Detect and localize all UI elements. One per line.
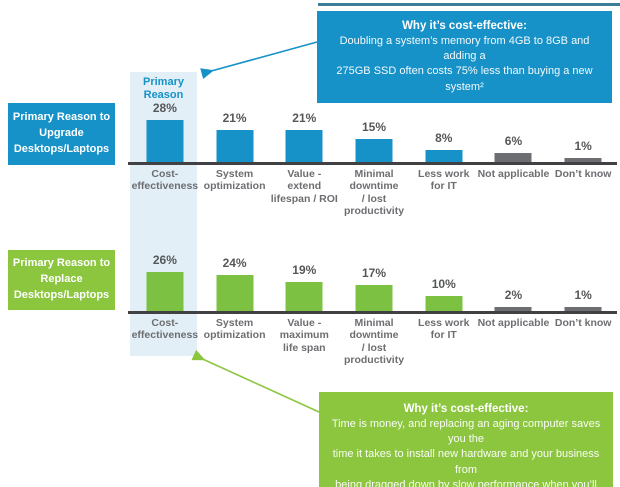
chart-column: 15%: [339, 72, 409, 162]
category-label: Don’t know: [554, 317, 612, 329]
top-divider-rule: [318, 3, 620, 6]
chart-column: 19%: [269, 221, 339, 311]
side-label-replace: Primary Reason to Replace Desktops/Lapto…: [8, 250, 115, 310]
bar: [425, 150, 463, 162]
bar: [494, 153, 532, 162]
bar-value-label: 24%: [222, 256, 247, 270]
chart-column: 24%: [200, 221, 270, 311]
category-label: System optimization: [203, 317, 266, 342]
primary-reason-annotation: Primary Reason: [143, 76, 184, 102]
bar-value-label: 17%: [362, 266, 387, 280]
upgrade-chart-bars: 28% 21% 21% 15% 8% 6% 1%: [130, 72, 618, 162]
bar: [355, 285, 393, 311]
upgrade-chart-axis-line: [128, 162, 617, 165]
chart-column: Value - extend lifespan / ROI: [269, 168, 339, 222]
category-label: Cost- effectiveness: [131, 168, 199, 193]
bar-value-label: 10%: [431, 277, 456, 291]
bar-value-label: 1%: [574, 288, 592, 302]
chart-column: System optimization: [200, 317, 270, 371]
category-label: Minimal downtime / lost productivity: [343, 317, 405, 367]
replace-chart-category-labels: Cost- effectiveness System optimization Va…: [130, 317, 618, 371]
chart-column: 8%: [409, 72, 479, 162]
upgrade-callout-box: Why it’s cost-effective: Doubling a syst…: [317, 11, 612, 103]
upgrade-chart-category-labels: Cost- effectiveness System optimization Va…: [130, 168, 618, 222]
category-label: Don’t know: [554, 168, 612, 180]
category-label: Value - maximum life span: [279, 317, 329, 354]
bar-value-label: 21%: [222, 111, 247, 125]
bar-value-label: 28%: [152, 101, 177, 115]
chart-column: Don’t know: [548, 168, 618, 222]
bar-value-label: 1%: [574, 139, 592, 153]
bar-value-label: 8%: [435, 131, 453, 145]
chart-column: Not applicable: [477, 168, 550, 222]
replace-callout-title: Why it’s cost-effective:: [403, 403, 529, 415]
bar: [355, 139, 393, 162]
chart-column: Minimal downtime / lost productivity: [339, 168, 409, 222]
bar: [425, 296, 463, 311]
bar: [146, 272, 184, 311]
category-label: System optimization: [203, 168, 266, 193]
chart-column: Minimal downtime / lost productivity: [339, 317, 409, 371]
category-label: Less work for IT: [418, 168, 470, 193]
bar: [285, 282, 323, 311]
chart-column: 21%: [200, 72, 270, 162]
bar: [216, 275, 254, 311]
bar: [146, 120, 184, 162]
replace-callout-body: Time is money, and replacing an aging co…: [331, 418, 601, 487]
chart-column: 21%: [269, 72, 339, 162]
chart-column: Don’t know: [548, 317, 618, 371]
chart-column: 10%: [409, 221, 479, 311]
upgrade-callout-title: Why it’s cost-effective:: [402, 20, 527, 32]
category-label: Less work for IT: [418, 317, 470, 342]
bar: [216, 130, 254, 162]
blue-callout-arrow: [200, 41, 318, 80]
chart-column: 26%: [130, 221, 200, 311]
bar-value-label: 19%: [292, 263, 317, 277]
bar-value-label: 26%: [152, 253, 177, 267]
chart-column: Value - maximum life span: [269, 317, 339, 371]
category-label: Not applicable: [477, 317, 550, 329]
chart-column: 1%: [548, 221, 618, 311]
chart-column: 28%: [130, 72, 200, 162]
bar-value-label: 6%: [504, 134, 523, 148]
chart-column: 6%: [479, 72, 549, 162]
chart-column: Cost- effectiveness: [130, 168, 200, 222]
bar-value-label: 15%: [362, 120, 387, 134]
chart-column: Less work for IT: [409, 168, 479, 222]
chart-column: 1%: [548, 72, 618, 162]
replace-chart-axis-line: [128, 311, 617, 314]
bar-value-label: 21%: [292, 111, 317, 125]
category-label: Not applicable: [477, 168, 550, 180]
chart-column: Cost- effectiveness: [130, 317, 200, 371]
side-label-upgrade: Primary Reason to Upgrade Desktops/Lapto…: [8, 103, 115, 165]
chart-column: System optimization: [200, 168, 270, 222]
category-label: Value - extend lifespan / ROI: [270, 168, 338, 205]
chart-column: Not applicable: [477, 317, 550, 371]
replace-chart-bars: 26% 24% 19% 17% 10% 2% 1%: [130, 221, 618, 311]
bar: [494, 307, 532, 311]
bar: [564, 158, 602, 162]
chart-column: 2%: [479, 221, 549, 311]
bar-value-label: 2%: [504, 288, 523, 302]
bar: [564, 307, 602, 311]
replace-callout-box: Why it’s cost-effective: Time is money, …: [319, 392, 613, 487]
category-label: Minimal downtime / lost productivity: [343, 168, 405, 218]
chart-column: Less work for IT: [409, 317, 479, 371]
upgrade-callout-body: Doubling a system’s memory from 4GB to 8…: [336, 35, 593, 93]
bar: [285, 130, 323, 162]
category-label: Cost- effectiveness: [131, 317, 199, 342]
chart-column: 17%: [339, 221, 409, 311]
